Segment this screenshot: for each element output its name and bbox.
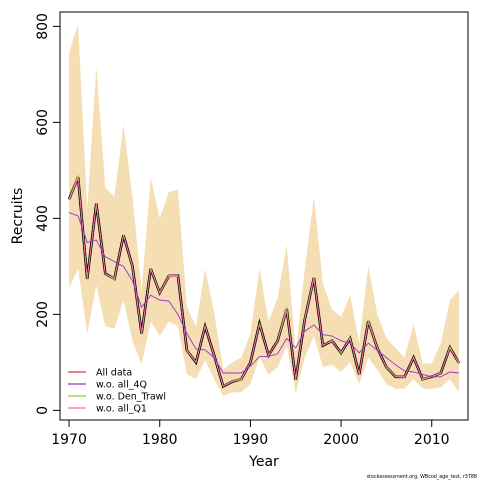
y-tick-label: 400: [35, 205, 51, 232]
series-line-w-o-all-4q: [68, 212, 459, 378]
y-tick-label: 0: [35, 406, 51, 415]
legend-label: w.o. all_4Q: [96, 380, 147, 391]
x-axis-title: Year: [248, 454, 279, 470]
series-line-w-o-all-q1: [68, 177, 460, 387]
legend-label: All data: [96, 368, 132, 379]
plot-area: [67, 24, 461, 396]
plot-frame: [59, 11, 469, 421]
legend-label: w.o. Den_Trawl: [96, 392, 166, 403]
footer-credit: stockassessment.org, WBcod_age_test, r37…: [367, 474, 477, 480]
legend-label: w.o. all_Q1: [96, 404, 147, 415]
y-tick-label: 600: [35, 109, 51, 136]
confidence-band: [69, 24, 459, 396]
x-tick-label: 1990: [233, 432, 269, 448]
x-tick-label: 1980: [142, 432, 178, 448]
y-tick-label: 200: [35, 301, 51, 328]
x-axis: 1970 1980 1990 2000 2010: [51, 420, 450, 448]
x-tick-label: 1970: [51, 432, 87, 448]
x-tick-label: 2010: [414, 432, 450, 448]
y-tick-label: 800: [35, 13, 51, 40]
y-axis-title: Recruits: [10, 188, 26, 245]
x-tick-label: 2000: [323, 432, 359, 448]
y-axis: 0 200 400 600 800: [35, 13, 60, 415]
